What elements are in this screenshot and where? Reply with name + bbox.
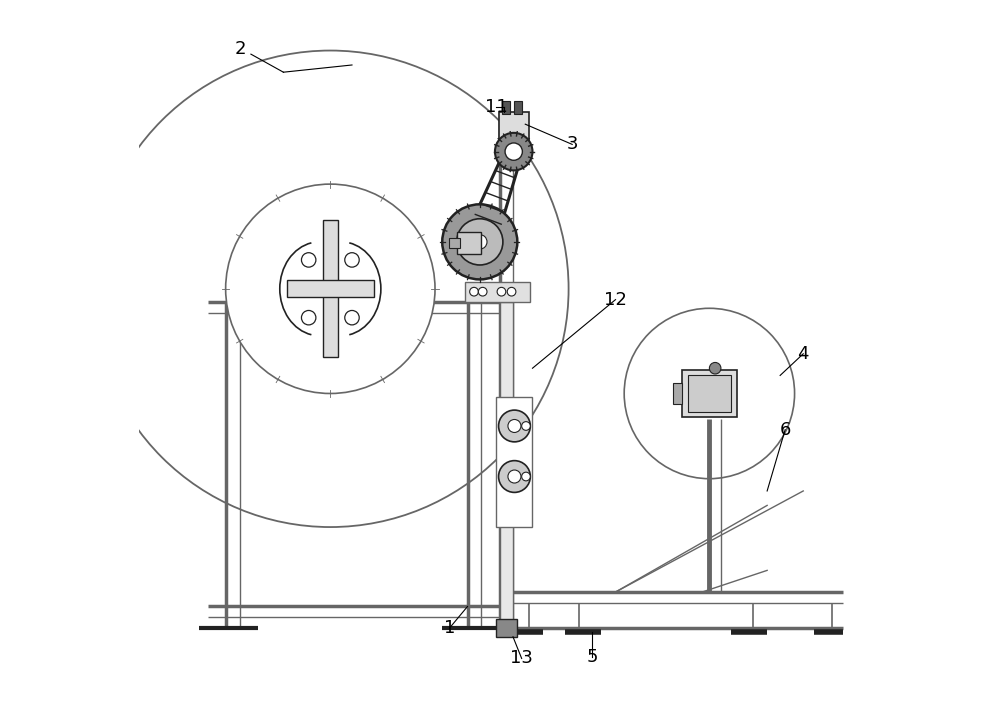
Bar — [499, 112, 529, 144]
Circle shape — [709, 362, 721, 374]
Text: 1: 1 — [444, 619, 455, 637]
Circle shape — [522, 422, 530, 430]
Bar — [496, 397, 532, 527]
Circle shape — [473, 235, 487, 249]
Bar — [514, 101, 522, 114]
Text: 6: 6 — [780, 421, 791, 438]
Text: 4: 4 — [797, 345, 809, 362]
Bar — [457, 232, 481, 254]
Circle shape — [495, 133, 532, 170]
Bar — [287, 280, 374, 297]
Circle shape — [345, 253, 359, 267]
Circle shape — [301, 253, 316, 267]
Bar — [673, 383, 682, 404]
Bar — [500, 302, 513, 632]
Circle shape — [457, 219, 503, 265]
Bar — [502, 101, 510, 114]
Circle shape — [497, 287, 506, 296]
Circle shape — [505, 143, 522, 160]
Circle shape — [499, 461, 530, 492]
Circle shape — [508, 419, 521, 432]
Bar — [688, 375, 731, 412]
Circle shape — [301, 310, 316, 325]
Text: 13: 13 — [510, 650, 533, 667]
Circle shape — [92, 51, 569, 527]
Bar — [449, 238, 460, 248]
Circle shape — [522, 472, 530, 481]
Circle shape — [508, 470, 521, 483]
Bar — [323, 220, 338, 357]
Circle shape — [478, 287, 487, 296]
Text: 5: 5 — [587, 648, 598, 666]
Bar — [496, 619, 517, 637]
Text: 3: 3 — [566, 136, 578, 153]
Circle shape — [442, 204, 517, 279]
Bar — [465, 282, 530, 302]
Text: 11: 11 — [485, 98, 508, 116]
Text: 12: 12 — [604, 291, 627, 308]
Circle shape — [345, 310, 359, 325]
Circle shape — [226, 184, 435, 393]
Circle shape — [470, 287, 478, 296]
Text: 2: 2 — [234, 40, 246, 58]
Circle shape — [507, 287, 516, 296]
Circle shape — [624, 308, 795, 479]
Bar — [682, 370, 737, 417]
Circle shape — [499, 410, 530, 442]
